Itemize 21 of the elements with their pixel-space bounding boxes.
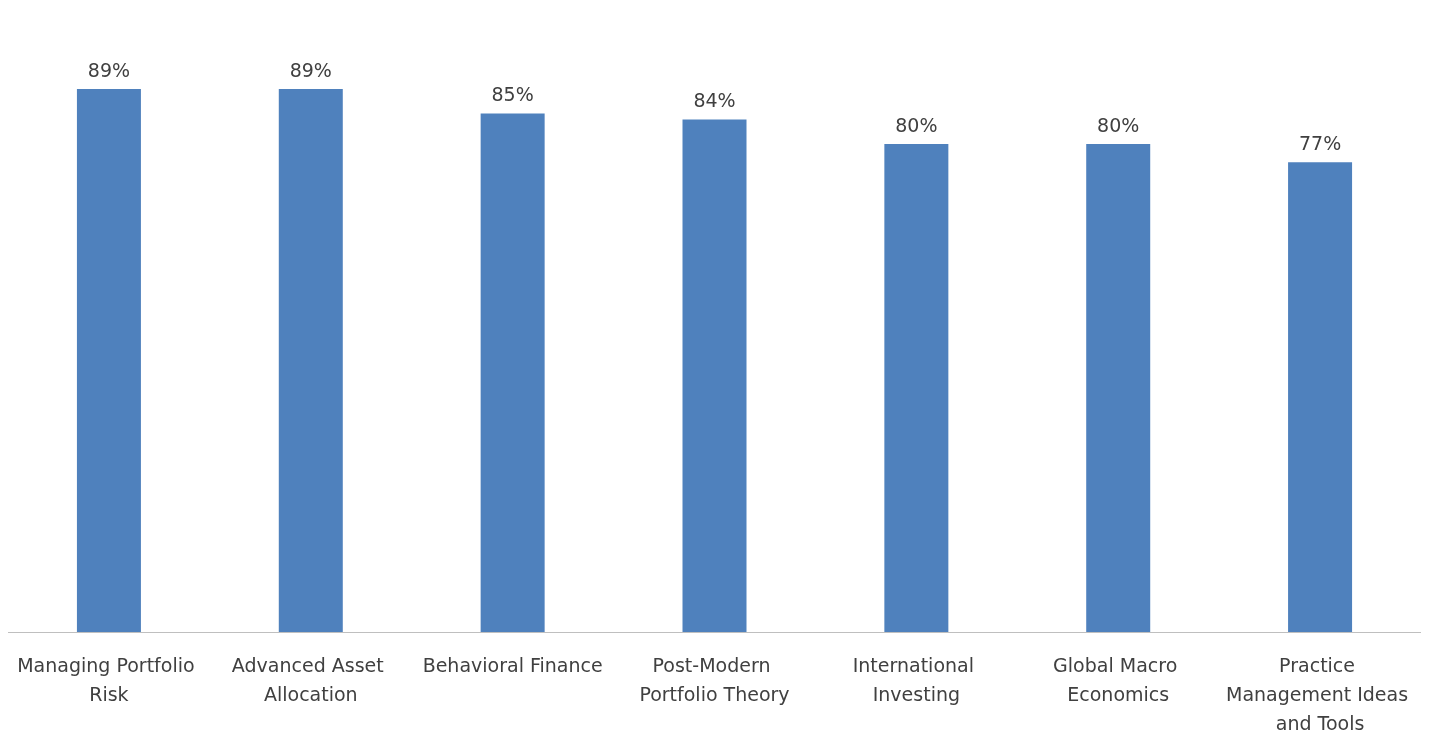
bar xyxy=(884,144,949,632)
x-tick-label: Advanced Asset Allocation xyxy=(231,653,390,705)
data-label: 84% xyxy=(693,89,736,112)
x-tick-label: Behavioral Finance xyxy=(422,653,603,676)
data-label: 80% xyxy=(895,113,938,136)
bar xyxy=(278,89,343,632)
x-tick-label: Practice Management Ideas and Tools xyxy=(1226,653,1415,734)
x-tick-label: Managing Portfolio Risk xyxy=(17,653,201,705)
bar xyxy=(76,89,141,632)
data-label: 85% xyxy=(491,83,534,105)
x-tick-label: Post-Modern Portfolio Theory xyxy=(639,653,790,705)
data-label: 89% xyxy=(289,58,332,81)
bar xyxy=(682,119,747,632)
x-tick-label: International Investing xyxy=(852,653,981,705)
bar xyxy=(1288,162,1353,632)
x-tick-label: Global Macro Economics xyxy=(1053,653,1184,705)
data-label: 80% xyxy=(1097,113,1140,136)
bar xyxy=(1086,144,1151,632)
bar xyxy=(480,113,545,632)
data-label: 77% xyxy=(1298,131,1342,154)
data-label: 89% xyxy=(87,58,131,81)
